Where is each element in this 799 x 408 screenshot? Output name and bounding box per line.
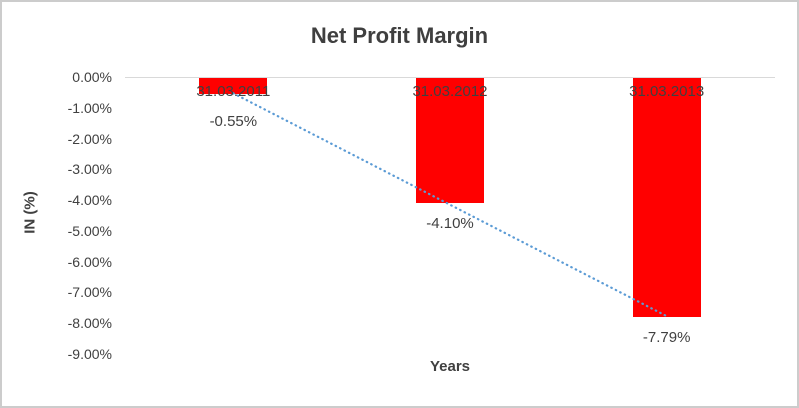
y-tick-label: -4.00% [67, 192, 112, 209]
value-label: -4.10% [426, 215, 474, 233]
bar-31.03.2013 [632, 78, 701, 317]
category-label: 31.03.2013 [629, 83, 705, 100]
value-label: -7.79% [642, 328, 691, 346]
y-tick-label: -7.00% [67, 284, 112, 301]
y-tick-label: -9.00% [67, 346, 112, 362]
value-label: -0.55% [209, 113, 258, 130]
chart-title: Net Profit Margin [310, 23, 489, 48]
bar-31.03.2011 [199, 78, 268, 94]
category-label: 31.03.2011 [196, 83, 271, 100]
y-tick-label: -1.00% [67, 99, 112, 116]
y-axis-ticks: 0.00% -1.00% -2.00% -3.00% -4.00% -5.00% -6.00… [2, 69, 116, 362]
y-tick-label: -2.00% [67, 130, 112, 147]
x-axis-title: Years [429, 358, 471, 375]
y-tick-label: -6.00% [67, 253, 112, 270]
y-tick-label: 0.00% [72, 69, 112, 85]
y-tick-label: -8.00% [67, 315, 112, 332]
y-tick-label: -5.00% [67, 222, 112, 239]
plot-area: 31.03.2011 -0.55% 31.03.2012 -4.10% 31.03.20… [125, 77, 775, 354]
zero-axis-line [125, 77, 775, 78]
y-tick-label: -3.00% [67, 161, 112, 178]
category-label: 31.03.2012 [412, 83, 488, 100]
